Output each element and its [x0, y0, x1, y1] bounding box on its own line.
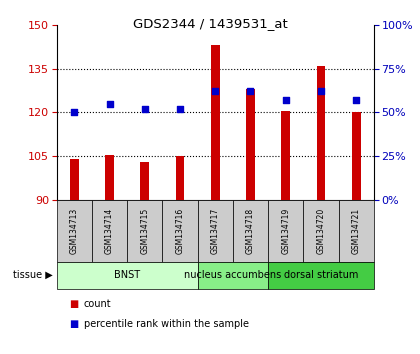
Bar — [57, 262, 198, 289]
Text: ■: ■ — [69, 319, 79, 329]
Text: GSM134719: GSM134719 — [281, 208, 290, 254]
Bar — [127, 200, 163, 262]
Bar — [70, 159, 79, 200]
Bar — [233, 200, 268, 262]
Point — [106, 101, 113, 107]
Text: GSM134717: GSM134717 — [211, 208, 220, 254]
Bar — [140, 162, 149, 200]
Bar — [57, 200, 92, 262]
Point — [247, 88, 254, 94]
Bar — [268, 200, 303, 262]
Point — [282, 97, 289, 103]
Bar — [246, 89, 255, 200]
Text: GSM134718: GSM134718 — [246, 208, 255, 254]
Bar — [339, 200, 374, 262]
Text: GSM134715: GSM134715 — [140, 208, 149, 254]
Text: GSM134714: GSM134714 — [105, 208, 114, 254]
Text: GSM134721: GSM134721 — [352, 208, 361, 254]
Text: tissue ▶: tissue ▶ — [13, 270, 52, 280]
Point — [353, 97, 360, 103]
Point — [318, 88, 324, 94]
Bar — [303, 200, 339, 262]
Text: GSM134716: GSM134716 — [176, 208, 184, 254]
Text: GDS2344 / 1439531_at: GDS2344 / 1439531_at — [133, 17, 287, 30]
Text: GSM134713: GSM134713 — [70, 208, 79, 254]
Point — [212, 88, 219, 94]
Bar — [317, 66, 326, 200]
Bar — [352, 113, 361, 200]
Text: GSM134720: GSM134720 — [316, 208, 326, 254]
Text: percentile rank within the sample: percentile rank within the sample — [84, 319, 249, 329]
Bar — [198, 200, 233, 262]
Point — [71, 110, 78, 115]
Point — [142, 106, 148, 112]
Text: BNST: BNST — [114, 270, 140, 280]
Text: ■: ■ — [69, 299, 79, 309]
Bar — [281, 111, 290, 200]
Bar — [198, 262, 268, 289]
Text: count: count — [84, 299, 112, 309]
Bar — [92, 200, 127, 262]
Text: nucleus accumbens: nucleus accumbens — [184, 270, 281, 280]
Bar — [176, 156, 184, 200]
Point — [177, 106, 184, 112]
Bar — [268, 262, 374, 289]
Bar — [105, 155, 114, 200]
Text: dorsal striatum: dorsal striatum — [284, 270, 358, 280]
Bar — [211, 45, 220, 200]
Bar — [163, 200, 198, 262]
